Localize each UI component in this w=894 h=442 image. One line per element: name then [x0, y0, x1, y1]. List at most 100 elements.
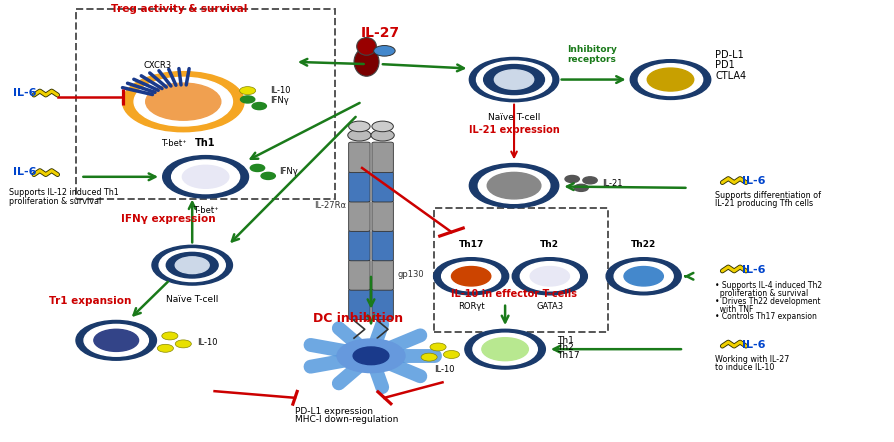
Text: with TNF: with TNF [715, 305, 754, 313]
Text: IL-21: IL-21 [602, 179, 622, 188]
Circle shape [182, 165, 229, 188]
Text: IL-27: IL-27 [360, 26, 400, 40]
Circle shape [152, 245, 232, 285]
FancyBboxPatch shape [372, 142, 393, 172]
Circle shape [624, 267, 663, 286]
Circle shape [76, 320, 156, 360]
Circle shape [94, 329, 139, 351]
Text: Supports differentiation of: Supports differentiation of [715, 191, 822, 200]
Circle shape [240, 96, 255, 103]
Circle shape [487, 172, 541, 199]
Text: Inhibitory
receptors: Inhibitory receptors [567, 45, 617, 64]
Text: IL-6: IL-6 [742, 265, 765, 274]
Text: gp130: gp130 [398, 270, 425, 278]
FancyBboxPatch shape [349, 289, 370, 320]
Circle shape [638, 64, 703, 95]
Text: RORγt: RORγt [458, 302, 485, 311]
Circle shape [175, 340, 191, 348]
FancyBboxPatch shape [349, 171, 370, 202]
Circle shape [583, 177, 597, 184]
Circle shape [434, 258, 509, 295]
Circle shape [240, 87, 256, 95]
Text: Supports IL-12 induced Th1: Supports IL-12 induced Th1 [9, 188, 119, 197]
Circle shape [337, 339, 405, 373]
Circle shape [252, 103, 266, 110]
Text: Th17: Th17 [459, 240, 484, 249]
Circle shape [574, 184, 588, 191]
Circle shape [478, 168, 550, 203]
Text: IL-6: IL-6 [13, 88, 37, 98]
Text: Th22: Th22 [631, 240, 656, 249]
FancyBboxPatch shape [349, 259, 370, 290]
Circle shape [157, 344, 173, 352]
Circle shape [175, 257, 209, 274]
Circle shape [451, 267, 491, 286]
Text: Th17: Th17 [557, 351, 579, 360]
Text: Th2: Th2 [540, 240, 560, 249]
Text: IFNγ: IFNγ [279, 167, 298, 176]
Text: IL-21 expression: IL-21 expression [468, 126, 560, 135]
Text: • Supports IL-4 induced Th2: • Supports IL-4 induced Th2 [715, 281, 822, 290]
FancyBboxPatch shape [349, 142, 370, 172]
Text: CXCR3: CXCR3 [143, 61, 171, 70]
Circle shape [372, 121, 393, 132]
Circle shape [348, 130, 371, 141]
Text: T-bet⁺: T-bet⁺ [193, 206, 218, 214]
Circle shape [473, 333, 537, 365]
Circle shape [465, 329, 545, 369]
Circle shape [163, 156, 249, 198]
Circle shape [442, 262, 501, 291]
Circle shape [647, 68, 694, 91]
Text: IL-10: IL-10 [270, 86, 291, 95]
Circle shape [146, 83, 221, 120]
Text: Th2: Th2 [557, 343, 574, 352]
Ellipse shape [357, 38, 376, 55]
Circle shape [371, 130, 394, 141]
Circle shape [443, 351, 460, 358]
Circle shape [530, 267, 569, 286]
Text: IFNγ expression: IFNγ expression [121, 214, 215, 224]
Circle shape [374, 46, 395, 56]
Circle shape [261, 172, 275, 179]
Text: Naïve T-cell: Naïve T-cell [166, 295, 218, 304]
Circle shape [614, 262, 673, 291]
Circle shape [484, 65, 544, 95]
Text: MHC-I down-regulation: MHC-I down-regulation [295, 415, 399, 423]
Circle shape [166, 252, 218, 278]
Text: IL-10 in effector T-cells: IL-10 in effector T-cells [451, 289, 577, 299]
Circle shape [630, 60, 711, 99]
Circle shape [349, 121, 370, 132]
Circle shape [469, 164, 559, 208]
Text: to induce IL-10: to induce IL-10 [715, 363, 774, 372]
Text: PD1: PD1 [715, 61, 735, 70]
Circle shape [172, 160, 240, 194]
FancyBboxPatch shape [372, 171, 393, 202]
Text: PD-L1 expression: PD-L1 expression [295, 407, 373, 415]
Text: Tr1 expansion: Tr1 expansion [49, 296, 131, 305]
Text: Treg activity & survival: Treg activity & survival [111, 4, 247, 15]
Circle shape [159, 249, 225, 282]
Text: • Drives Th22 development: • Drives Th22 development [715, 297, 821, 305]
Circle shape [84, 324, 148, 356]
Text: IL-10: IL-10 [197, 338, 217, 347]
Circle shape [512, 258, 587, 295]
FancyBboxPatch shape [349, 201, 370, 231]
Text: IL-6: IL-6 [742, 340, 765, 350]
Text: Th1: Th1 [557, 336, 574, 345]
Circle shape [520, 262, 579, 291]
Text: DC inhibition: DC inhibition [313, 312, 403, 325]
Circle shape [122, 72, 244, 132]
Text: T-bet⁺: T-bet⁺ [162, 139, 187, 148]
FancyBboxPatch shape [372, 201, 393, 231]
Text: IL-6: IL-6 [742, 176, 765, 186]
Text: IL-27Rα: IL-27Rα [314, 201, 346, 210]
Text: • Controls Th17 expansion: • Controls Th17 expansion [715, 312, 817, 321]
Ellipse shape [354, 47, 379, 76]
FancyBboxPatch shape [372, 289, 393, 320]
FancyBboxPatch shape [372, 259, 393, 290]
Circle shape [565, 175, 579, 183]
Text: GATA3: GATA3 [536, 302, 563, 311]
Circle shape [353, 347, 389, 365]
Circle shape [421, 353, 437, 361]
Circle shape [162, 332, 178, 340]
